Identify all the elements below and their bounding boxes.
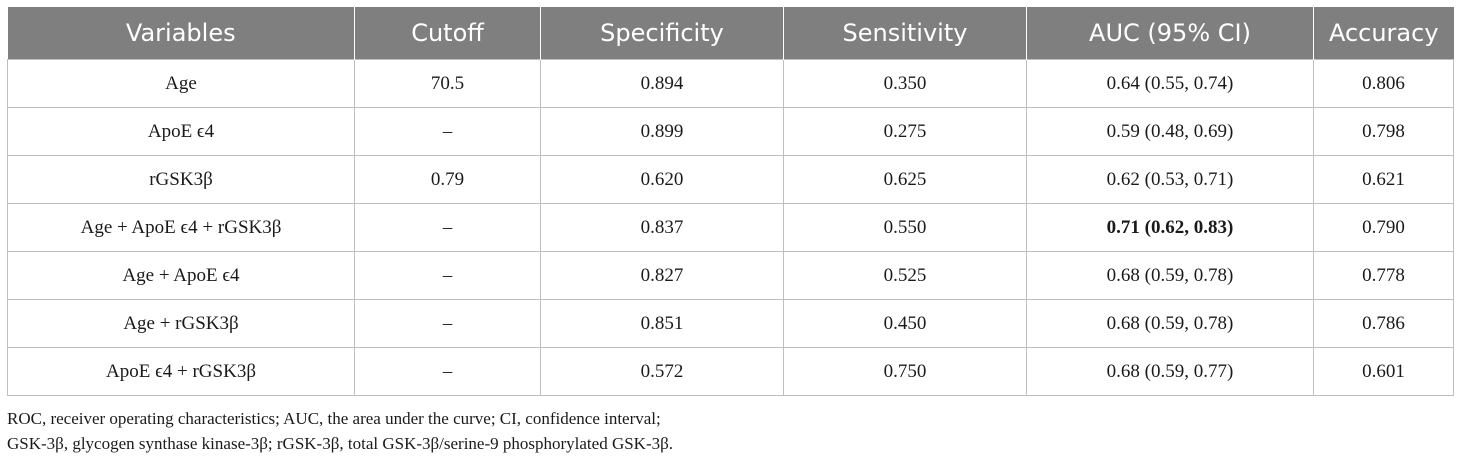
header-variables: Variables — [7, 7, 355, 60]
cell-auc: 0.62 (0.53, 0.71) — [1026, 155, 1314, 204]
header-auc: AUC (95% CI) — [1026, 7, 1314, 60]
cell-accuracy: 0.798 — [1313, 107, 1454, 156]
cell-cutoff: – — [354, 251, 541, 300]
cell-auc: 0.59 (0.48, 0.69) — [1026, 107, 1314, 156]
cell-sensitivity: 0.625 — [783, 155, 1027, 204]
cell-specificity: 0.572 — [540, 347, 784, 396]
cell-cutoff: – — [354, 347, 541, 396]
document: Variables Cutoff Specificity Sensitivity… — [7, 7, 1454, 456]
cell-auc: 0.68 (0.59, 0.78) — [1026, 251, 1314, 300]
cell-sensitivity: 0.550 — [783, 203, 1027, 252]
footnote-line-1: ROC, receiver operating characteristics;… — [7, 409, 661, 428]
cell-variables: Age + ApoE ϵ4 + rGSK3β — [7, 203, 355, 252]
table-row: Age + ApoE ϵ4 – 0.827 0.525 0.68 (0.59, … — [7, 251, 1454, 300]
cell-accuracy: 0.790 — [1313, 203, 1454, 252]
cell-variables: ApoE ϵ4 — [7, 107, 355, 156]
cell-accuracy: 0.786 — [1313, 299, 1454, 348]
cell-variables: ApoE ϵ4 + rGSK3β — [7, 347, 355, 396]
cell-specificity: 0.827 — [540, 251, 784, 300]
cell-auc: 0.68 (0.59, 0.77) — [1026, 347, 1314, 396]
cell-sensitivity: 0.750 — [783, 347, 1027, 396]
cell-specificity: 0.851 — [540, 299, 784, 348]
table-header-row: Variables Cutoff Specificity Sensitivity… — [7, 7, 1454, 60]
cell-specificity: 0.899 — [540, 107, 784, 156]
header-accuracy: Accuracy — [1313, 7, 1454, 60]
cell-variables: Age + ApoE ϵ4 — [7, 251, 355, 300]
cell-sensitivity: 0.525 — [783, 251, 1027, 300]
table-row: Age + rGSK3β – 0.851 0.450 0.68 (0.59, 0… — [7, 299, 1454, 348]
cell-cutoff: – — [354, 299, 541, 348]
cell-cutoff: 70.5 — [354, 59, 541, 108]
cell-accuracy: 0.778 — [1313, 251, 1454, 300]
table-row: Age 70.5 0.894 0.350 0.64 (0.55, 0.74) 0… — [7, 59, 1454, 108]
cell-variables: Age — [7, 59, 355, 108]
cell-specificity: 0.620 — [540, 155, 784, 204]
cell-accuracy: 0.621 — [1313, 155, 1454, 204]
header-cutoff: Cutoff — [354, 7, 541, 60]
cell-specificity: 0.894 — [540, 59, 784, 108]
table-row: Age + ApoE ϵ4 + rGSK3β – 0.837 0.550 0.7… — [7, 203, 1454, 252]
cell-auc-best: 0.71 (0.62, 0.83) — [1026, 203, 1314, 252]
header-sensitivity: Sensitivity — [783, 7, 1027, 60]
cell-accuracy: 0.601 — [1313, 347, 1454, 396]
table-row: ApoE ϵ4 + rGSK3β – 0.572 0.750 0.68 (0.5… — [7, 347, 1454, 396]
footnote-line-2: GSK-3β, glycogen synthase kinase-3β; rGS… — [7, 434, 674, 453]
table-row: ApoE ϵ4 – 0.899 0.275 0.59 (0.48, 0.69) … — [7, 107, 1454, 156]
header-specificity: Specificity — [540, 7, 784, 60]
cell-variables: Age + rGSK3β — [7, 299, 355, 348]
cell-auc: 0.64 (0.55, 0.74) — [1026, 59, 1314, 108]
cell-sensitivity: 0.350 — [783, 59, 1027, 108]
cell-auc: 0.68 (0.59, 0.78) — [1026, 299, 1314, 348]
cell-variables: rGSK3β — [7, 155, 355, 204]
cell-cutoff: 0.79 — [354, 155, 541, 204]
cell-cutoff: – — [354, 203, 541, 252]
cell-specificity: 0.837 — [540, 203, 784, 252]
cell-cutoff: – — [354, 107, 541, 156]
roc-table: Variables Cutoff Specificity Sensitivity… — [7, 7, 1454, 396]
cell-accuracy: 0.806 — [1313, 59, 1454, 108]
table-footnote: ROC, receiver operating characteristics;… — [7, 406, 1453, 456]
table-row: rGSK3β 0.79 0.620 0.625 0.62 (0.53, 0.71… — [7, 155, 1454, 204]
cell-sensitivity: 0.450 — [783, 299, 1027, 348]
cell-sensitivity: 0.275 — [783, 107, 1027, 156]
